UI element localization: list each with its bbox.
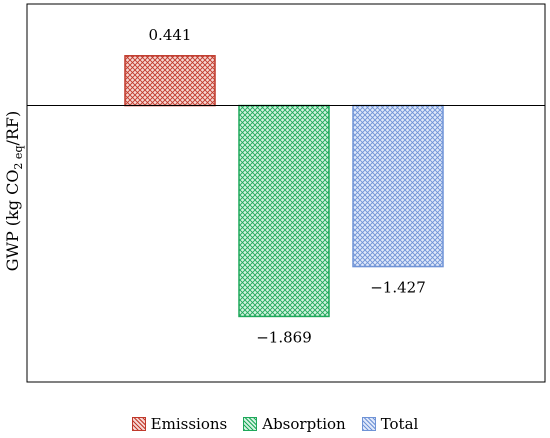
bar-total: [352, 104, 444, 268]
legend-label-emissions: Emissions: [150, 415, 228, 433]
legend-swatch-absorption: [243, 417, 258, 431]
y-axis-title-tail: /RF): [2, 110, 22, 146]
bar-absorption: [238, 104, 330, 318]
legend-item-absorption: Absorption: [243, 415, 346, 433]
y-axis-title: GWP (kg CO2 eq/RF): [3, 111, 25, 272]
legend-swatch-total: [361, 417, 376, 431]
legend-label-absorption: Absorption: [262, 415, 346, 433]
legend-item-emissions: Emissions: [131, 415, 228, 433]
y-axis-title-subscript: 2 eq: [12, 145, 26, 170]
legend-item-total: Total: [361, 415, 419, 433]
plot-frame: [26, 3, 546, 383]
legend: Emissions Absorption Total: [0, 412, 550, 436]
y-axis-title-container: GWP (kg CO2 eq/RF): [2, 0, 26, 382]
value-label-emissions: 0.441: [149, 26, 192, 44]
y-axis-title-main: GWP (kg CO: [2, 169, 22, 272]
legend-label-total: Total: [380, 415, 419, 433]
value-label-total: −1.427: [370, 279, 426, 297]
value-label-absorption: −1.869: [256, 328, 312, 346]
legend-swatch-emissions: [131, 417, 146, 431]
bar-emissions: [124, 55, 216, 107]
